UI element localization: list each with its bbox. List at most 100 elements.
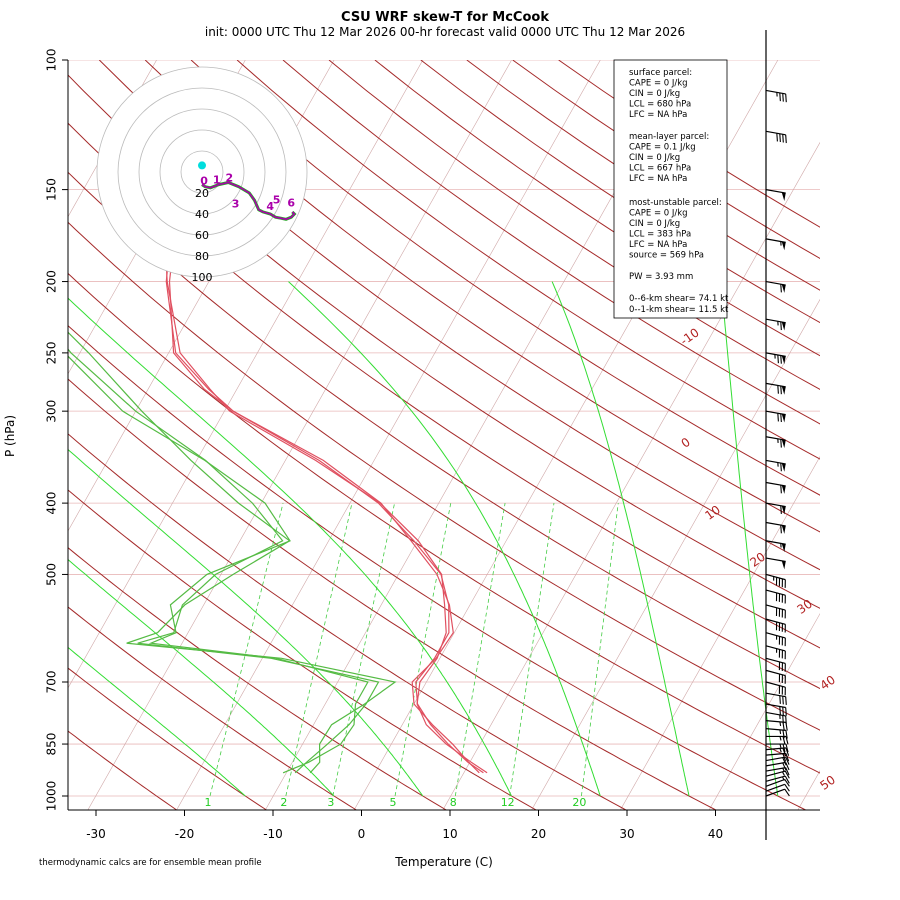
- mean-layer-header: mean-layer parcel:: [629, 132, 709, 142]
- wind-barb-985: [765, 783, 790, 792]
- dry-adiabat-260: [68, 667, 268, 810]
- isotherm--70: [68, 60, 157, 218]
- mixing-ratio-8: [454, 503, 506, 797]
- wind-barb-955: [765, 775, 790, 784]
- pressure-tick-label-150: 150: [45, 178, 59, 201]
- shear-0-1km: 0--1-km shear= 11.5 kt: [629, 305, 729, 315]
- wind-barb-475: [765, 557, 786, 570]
- wind-barb-880: [765, 752, 790, 762]
- dry-adiabat-340: [68, 221, 820, 731]
- hodograph-height-label-0: 0: [200, 175, 208, 188]
- wind-barb-810: [765, 728, 788, 739]
- wind-barb-110: [765, 89, 787, 103]
- wind-barb-600: [765, 632, 786, 647]
- chart-title: CSU WRF skew-T for McCook: [341, 10, 549, 25]
- wind-barb-200: [765, 280, 786, 293]
- pressure-tick-label-400: 400: [45, 492, 59, 515]
- wind-barb-350: [765, 459, 786, 472]
- wind-barb-400: [765, 502, 786, 515]
- mean-layer-cape: CAPE = 0.1 J/kg: [629, 143, 696, 153]
- wind-barb-850: [766, 743, 789, 753]
- moist-adiabat-280: [68, 448, 424, 797]
- temperature-tick-label--30: -30: [86, 827, 106, 841]
- hodograph-ring-label-100: 100: [192, 271, 213, 284]
- dry-adiabat-400: [190, 60, 820, 496]
- wind-barb-925: [765, 767, 790, 776]
- temperature-tick-label-30: 30: [619, 827, 634, 841]
- dry-adiabat-430: [328, 60, 820, 390]
- hodograph-height-label-6: 6: [287, 197, 295, 210]
- surface-header: surface parcel:: [629, 68, 692, 78]
- temperature-tick-label--10: -10: [263, 827, 283, 841]
- wind-barb-525: [765, 589, 786, 604]
- pressure-tick-label-700: 700: [45, 671, 59, 694]
- isotherm--30: [87, 60, 512, 810]
- dry-adiabat-350: [68, 171, 820, 690]
- mean-layer-lfc: LFC = NA hPa: [629, 174, 687, 184]
- mixing-ratio-2: [285, 503, 353, 797]
- most-unstable-lcl: LCL = 383 hPa: [629, 230, 691, 240]
- wind-barb-675: [765, 669, 786, 684]
- wind-barb-275: [765, 382, 786, 395]
- mixing-ratio-label-2: 2: [280, 796, 287, 809]
- moist-adiabat-320: [720, 281, 779, 797]
- hodograph-trace: [201, 181, 296, 221]
- dry-adiabat-250: [68, 730, 178, 810]
- hodograph-ring-label-60: 60: [195, 229, 209, 242]
- wind-barb-725: [765, 692, 787, 705]
- dry-adiabat-380: [98, 60, 820, 571]
- dry-adiabat-420: [282, 60, 820, 425]
- mixing-ratio-12: [509, 503, 555, 797]
- mixing-ratio-5: [394, 503, 452, 797]
- pressure-tick-label-500: 500: [45, 563, 59, 586]
- dry-adiabat-390: [144, 60, 820, 533]
- parcel-stats-box: surface parcel: CAPE = 0 J/kg CIN = 0 J/…: [613, 59, 729, 319]
- pressure-tick-label-1000: 1000: [45, 781, 59, 812]
- temperature-tick-label-40: 40: [708, 827, 723, 841]
- footnote: thermodynamic calcs are for ensemble mea…: [39, 858, 262, 868]
- hodograph: 20 40 60 80 100 0 1 2 3 45 6: [96, 66, 308, 284]
- mean-layer-lcl: LCL = 667 hPa: [629, 164, 691, 174]
- most-unstable-lfc: LFC = NA hPa: [629, 240, 687, 250]
- hodograph-height-label-3: 3: [232, 198, 240, 211]
- x-axis-title: Temperature (C): [394, 855, 493, 869]
- mixing-ratio-label-5: 5: [390, 796, 397, 809]
- mixing-ratio-3: [332, 503, 395, 797]
- wind-barb-865: [765, 747, 790, 757]
- dry-adiabat-280: [68, 547, 448, 810]
- mixing-ratio-label-12: 12: [501, 796, 515, 809]
- wind-barb-150: [765, 189, 786, 201]
- mean-layer-cin: CIN = 0 J/kg: [629, 153, 680, 163]
- surface-lfc: LFC = NA hPa: [629, 110, 687, 120]
- hodograph-ring-label-20: 20: [195, 187, 209, 200]
- moist-adiabat-260: [68, 646, 246, 797]
- wind-barb-375: [765, 481, 786, 494]
- pressure-tick-label-300: 300: [45, 400, 59, 423]
- storm-motion-marker: [198, 161, 206, 170]
- wind-barb-450: [765, 540, 786, 553]
- mixing-ratio-label-3: 3: [327, 796, 334, 809]
- shear-0-6km: 0--6-km shear= 74.1 kt: [629, 294, 729, 304]
- hodograph-ring-20: [180, 150, 224, 194]
- temperature-tick-label-20: 20: [531, 827, 546, 841]
- mixing-ratio-label-8: 8: [450, 796, 457, 809]
- wind-barb-895: [765, 756, 790, 766]
- wind-barb-940: [765, 770, 790, 779]
- temperature-tick-label-10: 10: [442, 827, 457, 841]
- wind-barb-625: [765, 645, 786, 660]
- hodograph-ring-60: [138, 108, 266, 236]
- dry-adiabat-270: [68, 606, 358, 810]
- dewpoint-profile-member-2: [68, 331, 397, 774]
- hodograph-ring-label-40: 40: [195, 208, 209, 221]
- dry-adiabat-300: [68, 433, 628, 810]
- mixing-ratio-lines: [209, 503, 619, 797]
- wind-barb-830: [766, 735, 789, 745]
- chart-subtitle: init: 0000 UTC Thu 12 Mar 2026 00-hr for…: [205, 25, 685, 39]
- wind-barbs: [765, 30, 790, 840]
- mixing-ratio-1: [209, 503, 284, 797]
- wind-barb-700: [765, 681, 786, 696]
- most-unstable-cape: CAPE = 0 J/kg: [629, 209, 688, 219]
- wind-barb-770: [765, 711, 787, 725]
- wind-barb-910: [765, 761, 790, 771]
